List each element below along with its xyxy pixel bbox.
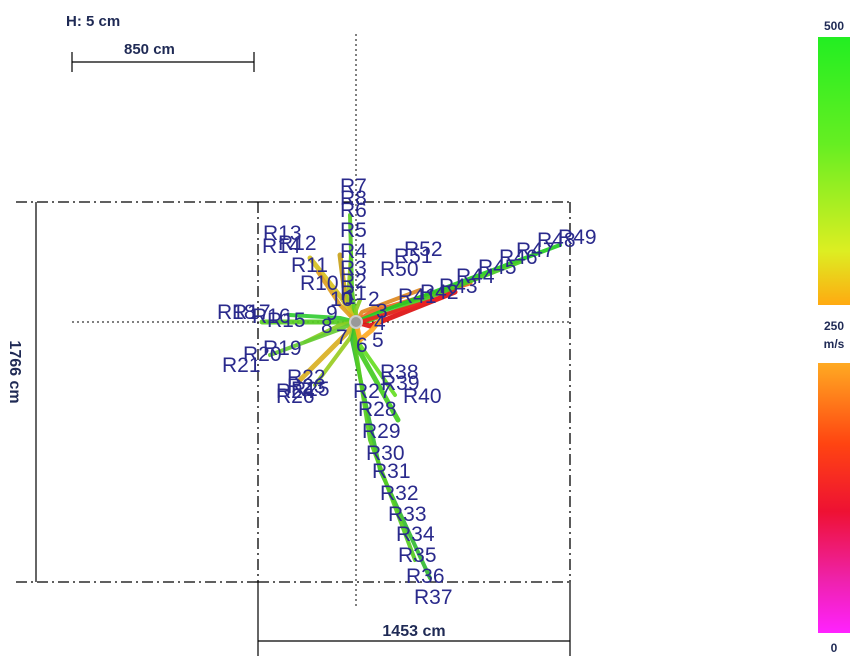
- root-label: R22: [287, 366, 326, 389]
- roots-layer: [259, 213, 562, 580]
- height-label: 1766 cm: [6, 340, 23, 403]
- root-label: R50: [380, 258, 419, 281]
- root-label: R6: [340, 199, 367, 222]
- root-label: R31: [372, 460, 411, 483]
- center-number-label: 10: [330, 288, 353, 311]
- colorbar-upper: [818, 37, 850, 305]
- colorbar-mid-label: 250: [824, 319, 844, 333]
- h-label: H: 5 cm: [66, 13, 120, 30]
- root-label: R3: [340, 257, 367, 280]
- root-label: R14: [262, 235, 301, 258]
- scale-bar-label: 850 cm: [124, 41, 175, 58]
- center-number-label: 1: [344, 286, 356, 309]
- root-label: R28: [358, 398, 397, 421]
- color-scale: [818, 37, 850, 633]
- root-label: R30: [366, 442, 405, 465]
- root-label: R4: [340, 240, 367, 263]
- root-label: R20: [243, 343, 282, 366]
- center-marker: [349, 315, 363, 329]
- root-label: R11: [291, 254, 328, 277]
- root-label: R46: [499, 246, 538, 269]
- root-label: R5: [340, 219, 367, 242]
- center-number-label: 5: [372, 329, 384, 352]
- root-segment: [353, 320, 417, 562]
- center-number-label: 8: [321, 315, 333, 338]
- center-number-label: 3: [376, 300, 388, 323]
- center-number-label: 9: [326, 302, 338, 325]
- root-label: R17: [232, 301, 271, 324]
- root-label: R34: [396, 523, 435, 546]
- root-label: R25: [291, 378, 330, 401]
- root-label: R41: [398, 285, 437, 308]
- root-label: R29: [362, 420, 401, 443]
- root-label: R23: [287, 375, 326, 398]
- root-label: R42: [420, 281, 459, 304]
- root-label: R18: [217, 301, 256, 324]
- root-label: R36: [406, 565, 445, 588]
- center-number-label: 6: [356, 334, 368, 357]
- root-label: R51: [394, 245, 433, 268]
- root-label: R38: [380, 361, 419, 384]
- root-label: R33: [388, 503, 427, 526]
- colorbar-unit-label: m/s: [824, 337, 845, 351]
- root-label: R26: [276, 385, 315, 408]
- bounding-frame: [16, 201, 571, 583]
- colorbar-top-label: 500: [824, 19, 844, 33]
- root-label: R32: [380, 482, 419, 505]
- root-label: R21: [222, 354, 261, 377]
- root-label: R1: [340, 282, 367, 305]
- root-label: R16: [252, 305, 291, 328]
- width-label: 1453 cm: [382, 623, 445, 640]
- root-label: R13: [263, 222, 302, 245]
- root-label: R19: [263, 337, 302, 360]
- root-label: R10: [300, 272, 339, 295]
- root-label: R8: [340, 187, 367, 210]
- root-segment: [354, 243, 562, 324]
- root-segment: [353, 317, 383, 343]
- scale-bar: [71, 52, 255, 72]
- root-label: R15: [267, 309, 306, 332]
- center-number-label: 4: [374, 312, 386, 335]
- root-label: R44: [456, 265, 495, 288]
- root-label: R49: [558, 226, 597, 249]
- root-label: R7: [340, 175, 367, 198]
- root-label: R37: [414, 586, 453, 609]
- root-segment: [316, 270, 358, 324]
- colorbar-bottom-label: 0: [831, 641, 838, 655]
- width-dimension: [257, 582, 571, 656]
- root-label: R43: [439, 275, 478, 298]
- root-label: R35: [398, 544, 437, 567]
- root-label: R27: [353, 380, 392, 403]
- root-label: R40: [403, 385, 442, 408]
- root-label: R52: [404, 238, 443, 261]
- root-label: R24: [276, 380, 315, 403]
- root-label: R39: [381, 372, 420, 395]
- center-number-label: 2: [368, 288, 380, 311]
- colorbar-lower: [818, 363, 850, 633]
- center-number-label: 7: [336, 326, 348, 349]
- root-label: R47: [516, 239, 555, 262]
- root-label: R2: [340, 270, 367, 293]
- root-label: R48: [537, 229, 576, 252]
- root-label: R45: [478, 256, 517, 279]
- root-label: R12: [278, 232, 317, 255]
